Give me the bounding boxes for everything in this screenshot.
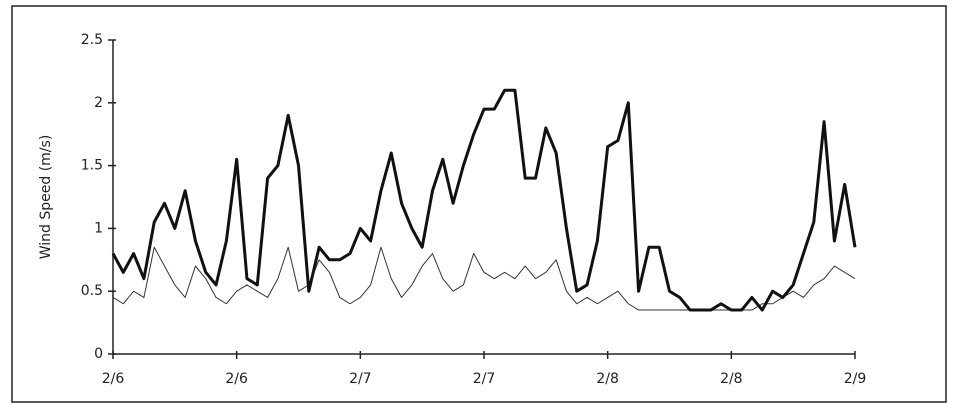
series-line	[111, 88, 857, 312]
x-tick-label: 2/8	[720, 371, 743, 387]
y-tick-label: 2.5	[81, 32, 103, 48]
y-tick-label: 0.5	[81, 283, 103, 299]
y-tick-label: 1.5	[81, 158, 103, 174]
x-tick-label: 2/9	[844, 371, 867, 387]
chart-frame	[11, 5, 947, 403]
x-tick-label: 2/7	[349, 371, 372, 387]
y-tick-label: 0	[94, 346, 103, 362]
series-line	[112, 246, 856, 311]
x-tick-label: 2/6	[225, 371, 248, 387]
x-tick-label: 2/7	[473, 371, 496, 387]
y-tick-label: 2	[94, 95, 103, 111]
x-tick-label: 2/8	[596, 371, 619, 387]
y-tick-label: 1	[94, 220, 103, 236]
y-axis-label: Wind Speed (m/s)	[38, 135, 54, 260]
x-tick-label: 2/6	[102, 371, 125, 387]
